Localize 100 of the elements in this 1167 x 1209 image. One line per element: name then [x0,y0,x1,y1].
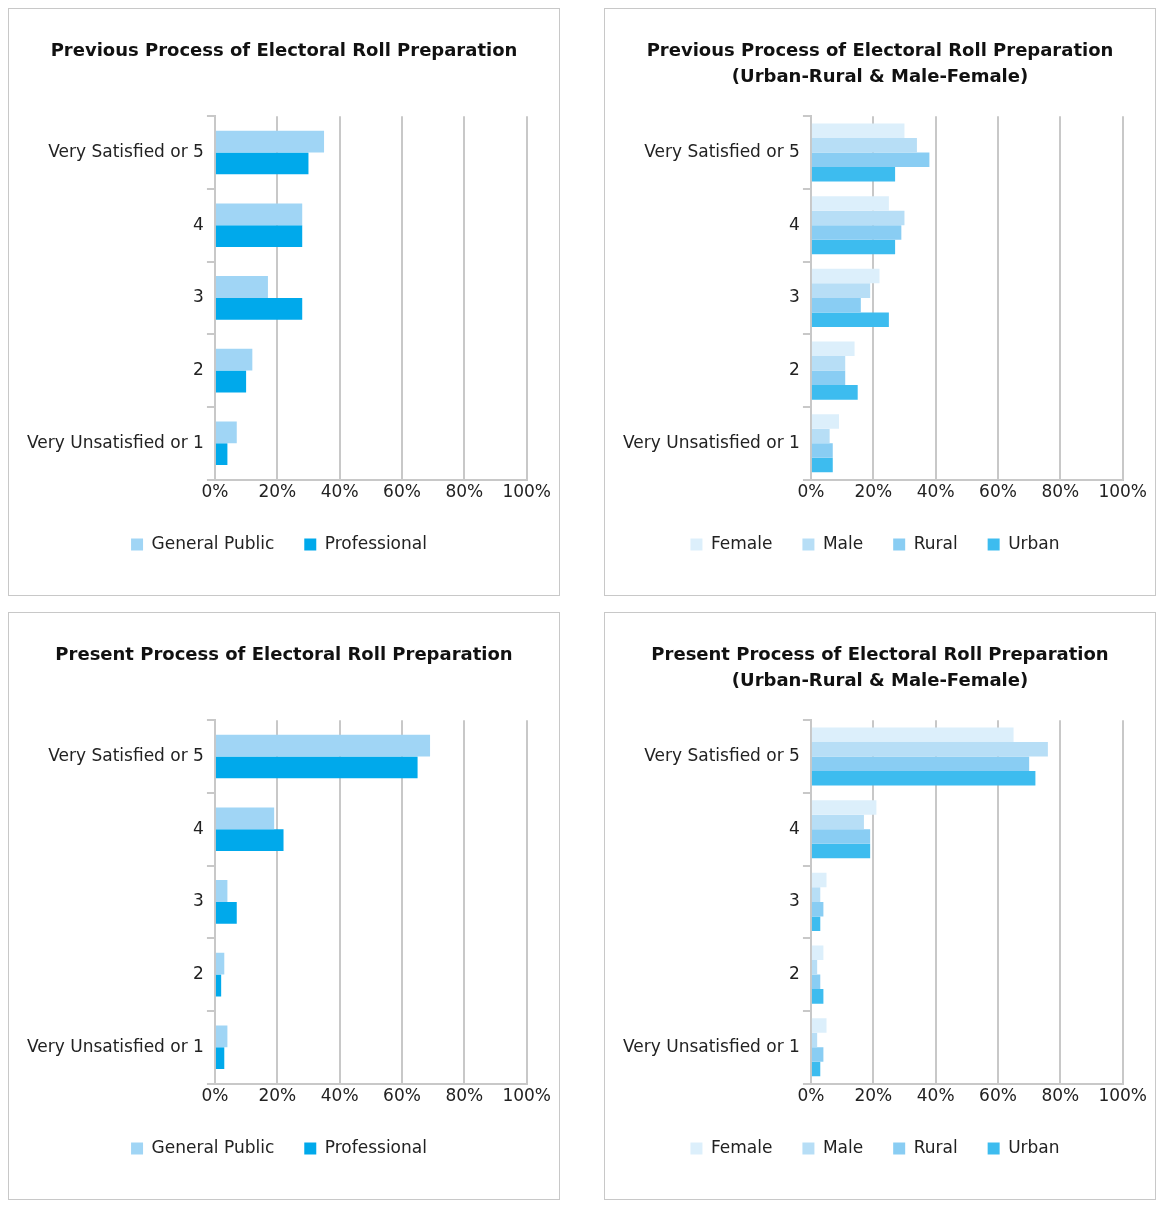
bar [811,1032,818,1048]
bar [811,138,917,153]
bar [215,276,268,298]
x-tick-label: 0% [797,1085,825,1106]
y-tick-label: 4 [789,817,800,838]
chart-title: Present Process of Electoral Roll Preparation (Urban-Rural & Male-Female) [650,642,1110,692]
y-tick-label: Very Satisfied or 5 [644,744,800,765]
x-tick-label: 40% [916,1085,955,1106]
chart-title: Previous Process of Electoral Roll Preparation (Urban-Rural & Male-Female) [645,38,1115,88]
bar [215,829,284,852]
bar [811,1061,821,1077]
x-tick-label: 40% [320,481,359,502]
bar [811,800,877,815]
bar [215,348,253,371]
y-tick-label: 3 [193,286,204,307]
bar [215,203,303,226]
bar [811,814,864,830]
x-tick-label: 80% [1041,481,1080,502]
legend-label: Female [710,532,773,553]
x-tick-label: 40% [320,1085,359,1106]
y-tick-label: 4 [193,213,204,234]
bar [215,421,237,444]
bar [811,872,827,888]
chart-title: Present Process of Electoral Roll Preparation [54,642,514,666]
x-tick-label: 80% [445,1085,484,1106]
y-tick-label: 2 [789,359,800,379]
y-tick-label: Very Unsatisfied or 1 [26,1035,204,1056]
x-tick-label: 20% [258,481,297,502]
y-tick-label: 4 [789,213,800,234]
legend-label: Urban [1008,532,1060,553]
bar [215,734,431,757]
bar [811,727,1014,742]
x-tick-label: 20% [854,481,893,502]
x-tick-label: 100% [502,481,551,502]
bar [811,742,1048,757]
y-tick-label: 2 [789,963,800,983]
x-tick-label: 0% [201,481,229,502]
legend-label: Male [822,1136,864,1157]
bar [811,239,896,255]
bar [811,756,1030,772]
x-tick-label: 0% [201,1085,229,1106]
x-tick-label: 100% [1098,481,1147,502]
bar [811,297,861,313]
y-tick-label: Very Unsatisfied or 1 [622,1035,800,1056]
bar [811,443,833,458]
bar [811,1018,827,1033]
legend-label: Rural [913,1136,958,1157]
y-tick-label: 2 [193,359,204,379]
bar [811,428,830,444]
x-tick-label: 100% [1098,1085,1147,1106]
bar [811,385,858,400]
legend-label: General Public [151,1136,275,1157]
y-tick-label: 3 [789,286,800,307]
x-tick-label: 40% [916,481,955,502]
y-tick-label: Very Unsatisfied or 1 [26,431,204,452]
bar [215,297,303,320]
x-tick-label: 60% [383,1085,421,1106]
bar [215,1047,225,1070]
bar [811,341,855,357]
bar [811,356,846,371]
bar [811,829,871,844]
bar [811,210,905,226]
bar [215,152,309,175]
y-tick-label: 3 [789,890,800,911]
bar [811,945,824,961]
bar [215,225,303,248]
legend-label: Male [822,532,864,553]
bar [215,443,228,466]
legend-label: Rural [913,532,958,553]
y-tick-label: Very Unsatisfied or 1 [622,431,800,452]
bar [215,130,325,153]
bar [811,268,880,284]
x-tick-label: 100% [502,1085,551,1106]
bar [811,283,871,298]
bar [215,807,275,830]
legend-label: Urban [1008,1136,1060,1157]
y-tick-label: Very Satisfied or 5 [48,140,204,161]
bar [811,414,839,429]
x-tick-label: 60% [383,481,421,502]
bar [811,225,902,240]
bar [215,756,418,779]
bar [215,370,247,393]
legend-label: Professional [324,532,427,553]
x-tick-label: 0% [797,481,825,502]
x-tick-label: 60% [979,481,1017,502]
legend-label: Professional [324,1136,427,1157]
bar [215,974,222,997]
bar [811,196,889,211]
y-tick-label: Very Satisfied or 5 [48,744,204,765]
bar [811,887,821,902]
x-tick-label: 20% [258,1085,297,1106]
x-tick-label: 20% [854,1085,893,1106]
bar [811,960,818,975]
bar [811,370,846,386]
bar [215,1025,228,1048]
bar [811,457,833,473]
bar [811,989,824,1004]
bar [215,880,228,902]
bar [811,1047,824,1062]
y-tick-label: Very Satisfied or 5 [644,140,800,161]
